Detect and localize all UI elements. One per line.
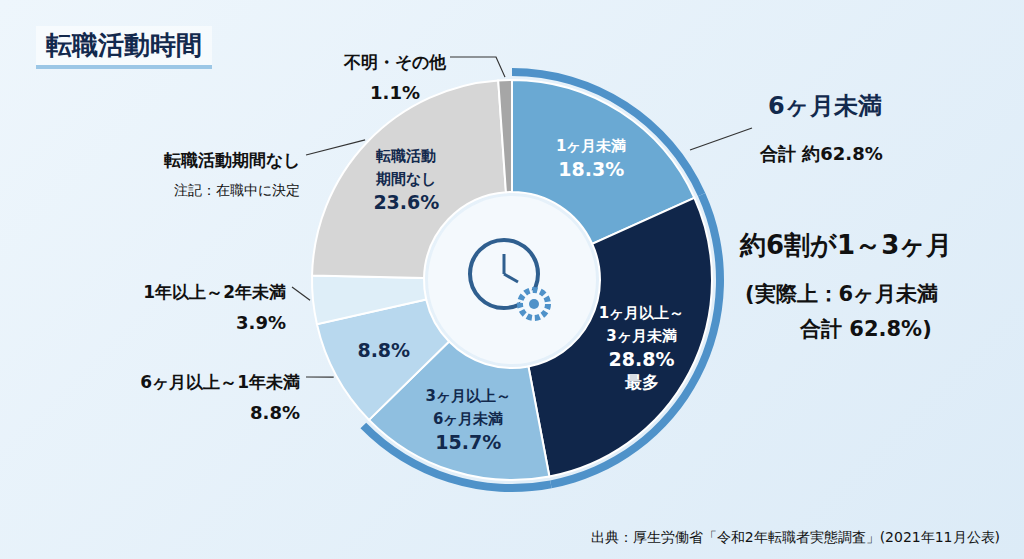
svg-text:3ヶ月以上～: 3ヶ月以上～ xyxy=(426,387,511,405)
svg-text:転職活動: 転職活動 xyxy=(376,147,436,165)
svg-text:注記：在職中に決定: 注記：在職中に決定 xyxy=(174,182,300,198)
svg-text:1年以上～2年未満: 1年以上～2年未満 xyxy=(143,282,286,302)
svg-text:最多: 最多 xyxy=(624,372,659,392)
svg-text:不明・その他: 不明・その他 xyxy=(343,52,447,72)
svg-text:18.3%: 18.3% xyxy=(558,158,624,180)
svg-text:3ヶ月未満: 3ヶ月未満 xyxy=(606,327,676,345)
svg-text:3.9%: 3.9% xyxy=(236,312,286,333)
svg-text:8.8%: 8.8% xyxy=(357,339,410,361)
svg-text:23.6%: 23.6% xyxy=(373,191,439,213)
html-text:合計 約62.8%: 合計 約62.8% xyxy=(760,143,883,164)
svg-text:転職活動期間なし: 転職活動期間なし xyxy=(163,150,300,170)
html-text:転職活動時間: 転職活動時間 xyxy=(46,30,202,60)
html-text:出典：厚生労働省「令和2年転職者実態調査」(2021年11月: 出典：厚生労働省「令和2年転職者実態調査」(2021年11月公表) xyxy=(590,529,1000,545)
svg-text:6ヶ月以上～1年未満: 6ヶ月以上～1年未満 xyxy=(140,372,300,392)
svg-text:8.8%: 8.8% xyxy=(250,402,300,423)
svg-text:28.8%: 28.8% xyxy=(609,348,675,370)
html-text:6ヶ月未満: 6ヶ月未満 xyxy=(768,92,882,120)
svg-text:1.1%: 1.1% xyxy=(370,82,420,103)
svg-text:6ヶ月未満: 6ヶ月未満 xyxy=(433,410,503,428)
html-text:合計 62.8%): 合計 62.8%) xyxy=(800,317,932,341)
html-text:(実際上：6ヶ月未満: (実際上：6ヶ月未満 xyxy=(745,282,939,306)
svg-text:15.7%: 15.7% xyxy=(435,431,501,453)
svg-text:1ヶ月未満: 1ヶ月未満 xyxy=(556,137,626,155)
svg-text:期間なし: 期間なし xyxy=(375,170,436,188)
html-text:約6割が1～3ヶ月: 約6割が1～3ヶ月 xyxy=(740,230,953,260)
svg-text:1ヶ月以上～: 1ヶ月以上～ xyxy=(599,304,684,322)
